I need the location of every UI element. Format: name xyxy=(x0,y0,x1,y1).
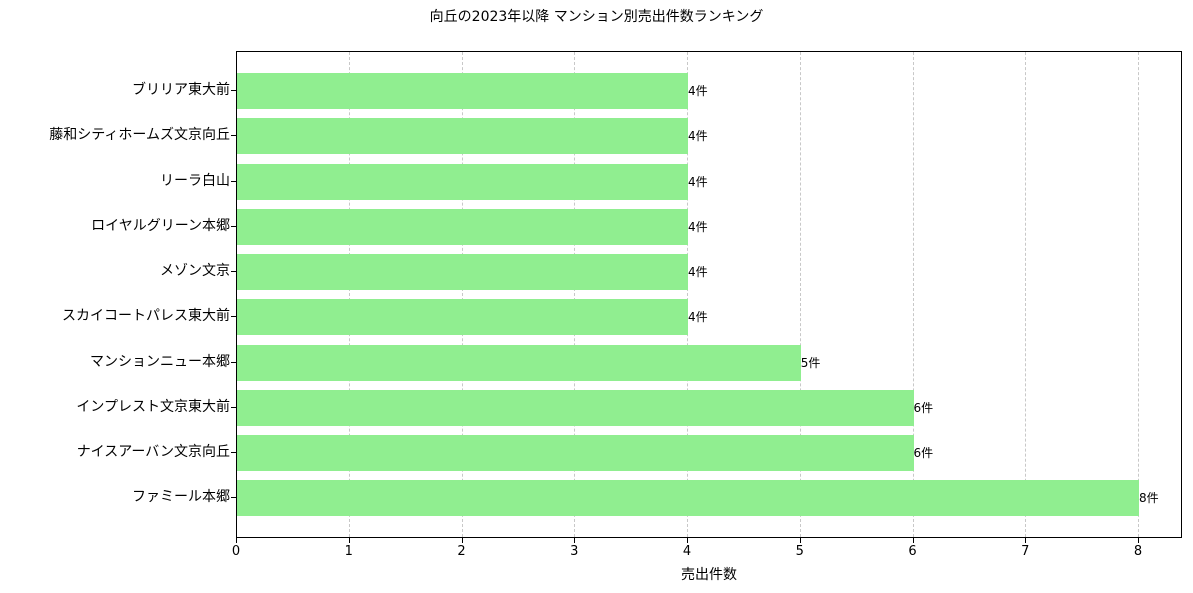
bar-value-label: 4件 xyxy=(688,220,708,234)
bar xyxy=(237,73,688,109)
y-tick-label: ブリリア東大前 xyxy=(132,82,230,98)
x-tick-mark xyxy=(462,538,463,543)
bar-value-label: 4件 xyxy=(688,129,708,143)
bar-value-label: 4件 xyxy=(688,265,708,279)
x-tick-label: 6 xyxy=(908,544,917,559)
x-tick-label: 2 xyxy=(457,544,466,559)
gridline xyxy=(348,52,350,537)
bar xyxy=(237,390,914,426)
x-tick-label: 0 xyxy=(231,544,241,559)
bar xyxy=(237,118,688,154)
y-tick-mark xyxy=(231,497,236,498)
y-tick-mark xyxy=(231,407,236,408)
bar xyxy=(237,435,914,471)
x-tick-mark xyxy=(236,538,237,543)
bar-value-label: 8件 xyxy=(1139,491,1159,505)
y-tick-mark xyxy=(231,271,236,272)
plot-area: 4件 4件 4件 4件 4件 4件 5件 6件 6件 8件 xyxy=(236,51,1182,538)
gridline xyxy=(912,52,914,537)
x-tick-mark xyxy=(1025,538,1026,543)
x-tick-label: 8 xyxy=(1133,544,1143,559)
gridline xyxy=(687,52,688,537)
gridline xyxy=(1025,52,1027,537)
y-tick-label: スカイコートパレス東大前 xyxy=(62,308,230,324)
y-tick-mark xyxy=(231,452,236,453)
bar xyxy=(237,209,688,245)
x-tick-label: 1 xyxy=(344,544,353,559)
bar-value-label: 5件 xyxy=(800,356,821,370)
y-tick-mark xyxy=(231,135,236,136)
bar xyxy=(237,299,688,335)
gridline xyxy=(799,52,801,537)
chart-title: 向丘の2023年以降 マンション別売出件数ランキング xyxy=(429,9,764,25)
bar-value-label: 4件 xyxy=(688,175,708,189)
y-tick-mark xyxy=(231,90,236,91)
bar-value-label: 4件 xyxy=(688,310,708,324)
x-tick-mark xyxy=(574,538,575,543)
y-tick-mark xyxy=(231,181,236,182)
x-tick-mark xyxy=(687,538,688,543)
y-tick-label: ロイヤルグリーン本郷 xyxy=(91,218,230,234)
bar-value-label: 6件 xyxy=(913,446,934,460)
x-tick-mark xyxy=(349,538,350,543)
y-tick-mark xyxy=(231,362,236,363)
x-tick-label: 3 xyxy=(570,544,579,559)
bar xyxy=(237,254,688,290)
y-tick-label: マンションニュー本郷 xyxy=(90,354,230,370)
gridline xyxy=(1138,52,1139,537)
bar-value-label: 4件 xyxy=(688,84,708,98)
x-axis-label: 売出件数 xyxy=(681,567,737,583)
bar xyxy=(237,164,688,200)
y-tick-label: インプレスト文京東大前 xyxy=(76,399,230,415)
x-tick-label: 4 xyxy=(682,544,692,559)
x-tick-label: 5 xyxy=(795,544,804,559)
y-tick-label: ファミール本郷 xyxy=(132,489,230,505)
y-tick-mark xyxy=(231,226,236,227)
y-tick-mark xyxy=(231,316,236,317)
y-tick-label: メゾン文京 xyxy=(160,263,230,279)
x-tick-mark xyxy=(800,538,801,543)
bar-value-label: 6件 xyxy=(913,401,934,415)
gridline xyxy=(574,52,576,537)
y-tick-label: 藤和シティホームズ文京向丘 xyxy=(49,127,230,143)
x-tick-label: 7 xyxy=(1021,544,1030,559)
y-tick-label: リーラ白山 xyxy=(160,173,230,189)
x-tick-mark xyxy=(1138,538,1139,543)
x-tick-mark xyxy=(913,538,914,543)
y-tick-label: ナイスアーバン文京向丘 xyxy=(76,444,230,460)
bar xyxy=(237,345,801,381)
bar xyxy=(237,480,1139,516)
gridline xyxy=(461,52,463,537)
